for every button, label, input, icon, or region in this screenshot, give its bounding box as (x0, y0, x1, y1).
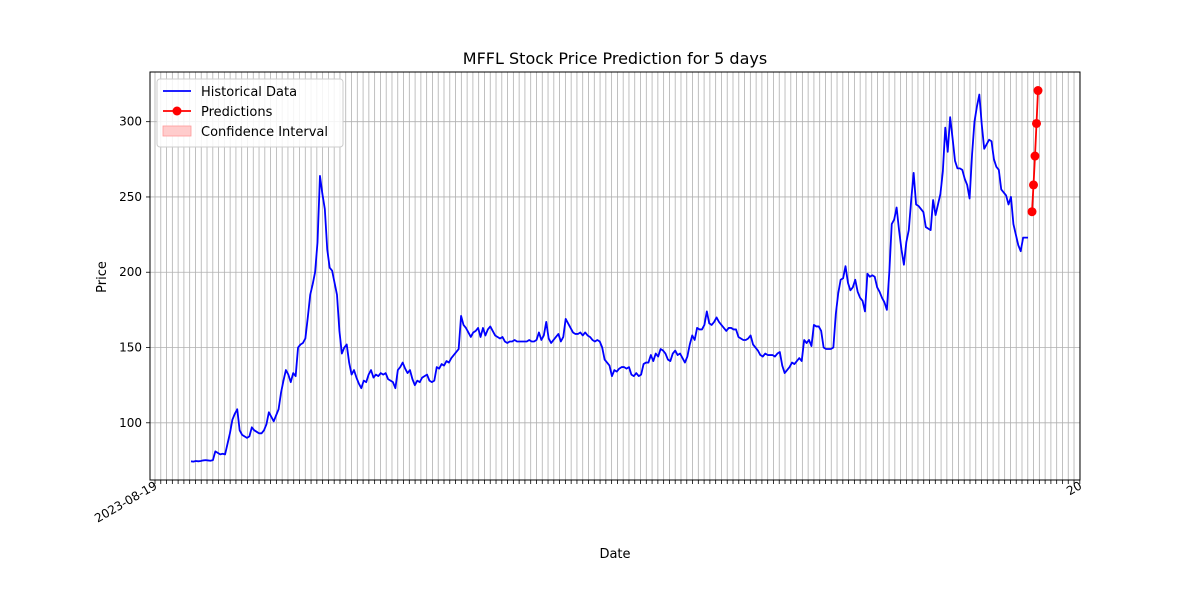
x-axis-label: Date (599, 547, 630, 562)
y-tick-label: 150 (119, 341, 142, 355)
legend-confidence-swatch (162, 125, 192, 137)
prediction-point (1027, 207, 1037, 217)
chart-title: MFFL Stock Price Prediction for 5 days (463, 49, 767, 68)
legend-box (156, 78, 344, 148)
prediction-point (1032, 118, 1041, 128)
y-axis: 100 150 200 250 300 (119, 115, 150, 430)
y-tick-label: 100 (119, 416, 142, 430)
legend: Historical Data Predictions Confidence I… (156, 78, 344, 148)
prediction-point (1029, 180, 1038, 190)
y-tick-label: 250 (119, 190, 142, 204)
plot-frame (149, 71, 1081, 481)
prediction-point (1030, 151, 1040, 161)
historical-data-line (190, 93, 1028, 463)
y-tick-label: 300 (119, 115, 142, 129)
y-axis-label: Price (95, 261, 110, 293)
y-tick-label: 200 (119, 265, 142, 279)
legend-predictions-marker (172, 106, 182, 116)
legend-predictions-label: Predictions (201, 105, 273, 120)
prediction-point (1033, 86, 1043, 96)
legend-confidence-label: Confidence Interval (201, 125, 328, 140)
series-layer (190, 86, 1043, 463)
grid (150, 72, 1081, 480)
x-tick-label-last: 20 (1064, 478, 1084, 498)
legend-historical-label: Historical Data (201, 85, 297, 100)
